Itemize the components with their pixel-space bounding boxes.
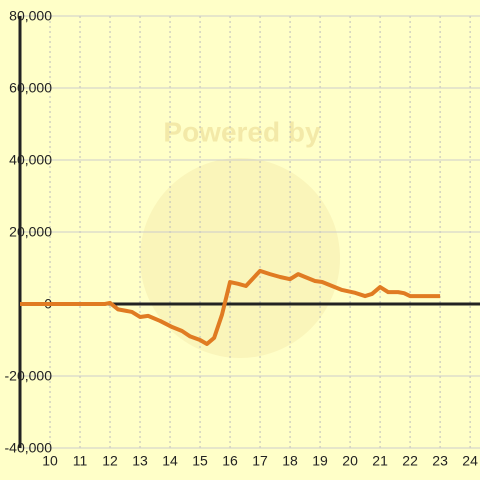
- x-tick-label: 15: [192, 453, 208, 469]
- y-tick-label: -40,000: [5, 440, 53, 456]
- y-tick-label: 80,000: [9, 8, 52, 24]
- x-tick-label: 23: [432, 453, 448, 469]
- x-tick-label: 21: [372, 453, 388, 469]
- y-tick-label: -20,000: [5, 368, 53, 384]
- x-tick-label: 17: [252, 453, 268, 469]
- x-tick-label: 10: [42, 453, 58, 469]
- watermark: Powered by: [163, 116, 321, 147]
- x-tick-label: 18: [282, 453, 298, 469]
- x-tick-label: 24: [462, 453, 478, 469]
- y-tick-label: 40,000: [9, 152, 52, 168]
- x-tick-label: 13: [132, 453, 148, 469]
- x-tick-label: 14: [162, 453, 178, 469]
- x-tick-label: 20: [342, 453, 358, 469]
- x-tick-label: 19: [312, 453, 328, 469]
- data-line: [20, 268, 441, 346]
- y-tick-label: 20,000: [9, 224, 52, 240]
- x-tick-label: 11: [73, 453, 88, 469]
- x-tick-label: 16: [222, 453, 238, 469]
- x-tick-label: 12: [102, 453, 118, 469]
- x-tick-label: 22: [402, 453, 418, 469]
- y-tick-label: 60,000: [9, 80, 52, 96]
